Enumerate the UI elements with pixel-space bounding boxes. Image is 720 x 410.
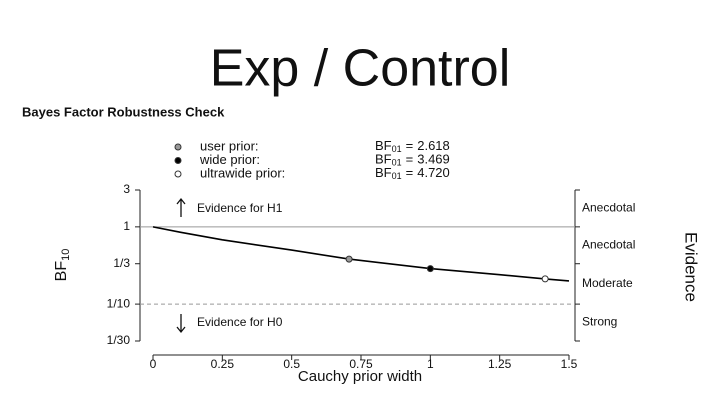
arrow-down xyxy=(176,314,186,334)
legend-bf: BF01 = 4.720 xyxy=(375,165,450,181)
evidence-band-label: Anecdotal xyxy=(582,237,635,251)
bf-curve xyxy=(152,226,570,282)
stat-subscript: 01 xyxy=(392,158,402,168)
bf01-value: 2.618 xyxy=(417,138,450,153)
stat-label: BF xyxy=(375,152,392,167)
x-tick-label: 1 xyxy=(427,357,434,371)
legend-bf: BF01 = 3.469 xyxy=(375,152,450,168)
evidence-band-label: Anecdotal xyxy=(582,201,635,215)
legend-name: user prior: xyxy=(200,138,259,153)
x-tick-label: 1.5 xyxy=(561,357,578,371)
x-tick-label: 0.75 xyxy=(349,357,373,371)
prior-point xyxy=(541,275,549,283)
prior-point xyxy=(426,265,434,273)
legend-marker xyxy=(174,170,182,178)
stat-label: BF xyxy=(375,165,392,180)
y-tick-label: 1/3 xyxy=(113,256,130,270)
bf01-value: 3.469 xyxy=(417,152,450,167)
y-tick-label: 1 xyxy=(123,219,130,233)
annotation: Evidence for H1 xyxy=(197,201,283,215)
x-tick-label: 0 xyxy=(150,357,157,371)
arrow-up xyxy=(176,197,186,217)
slide-title: Exp / Control xyxy=(210,40,511,98)
stat-subscript: 01 xyxy=(392,171,402,181)
stat-subscript: 01 xyxy=(392,144,402,154)
evidence-band-label: Moderate xyxy=(582,276,633,290)
y-tick-label: 1/10 xyxy=(107,296,131,310)
x-tick-label: 1.25 xyxy=(488,357,512,371)
evidence-band-label: Strong xyxy=(582,315,617,329)
y-tick-label: 3 xyxy=(123,182,130,196)
y-label-sub: 10 xyxy=(60,249,72,261)
legend-name: wide prior: xyxy=(199,152,260,167)
right-axis-label: Evidence xyxy=(682,232,701,302)
stat-relation: = xyxy=(406,152,414,167)
stat-label: BF xyxy=(375,138,392,153)
annotation: Evidence for H0 xyxy=(197,315,283,329)
y-axis-label: BF10 xyxy=(53,249,72,282)
prior-point xyxy=(345,255,353,263)
legend-name: ultrawide prior: xyxy=(200,165,285,180)
y-label-main: BF xyxy=(53,261,70,282)
legend-marker xyxy=(174,157,182,164)
legend-marker xyxy=(174,143,182,151)
arrows xyxy=(176,197,186,334)
legend-bf: BF01 = 2.618 xyxy=(375,138,450,154)
chart-title: Bayes Factor Robustness Check xyxy=(22,104,225,119)
x-tick-label: 0.25 xyxy=(211,357,235,371)
stat-relation: = xyxy=(406,138,414,153)
x-axis-label: Cauchy prior width xyxy=(298,368,422,385)
bf01-value: 4.720 xyxy=(417,165,450,180)
x-tick-label: 0.5 xyxy=(283,357,300,371)
y-tick-label: 1/30 xyxy=(107,333,131,347)
stat-relation: = xyxy=(406,165,414,180)
